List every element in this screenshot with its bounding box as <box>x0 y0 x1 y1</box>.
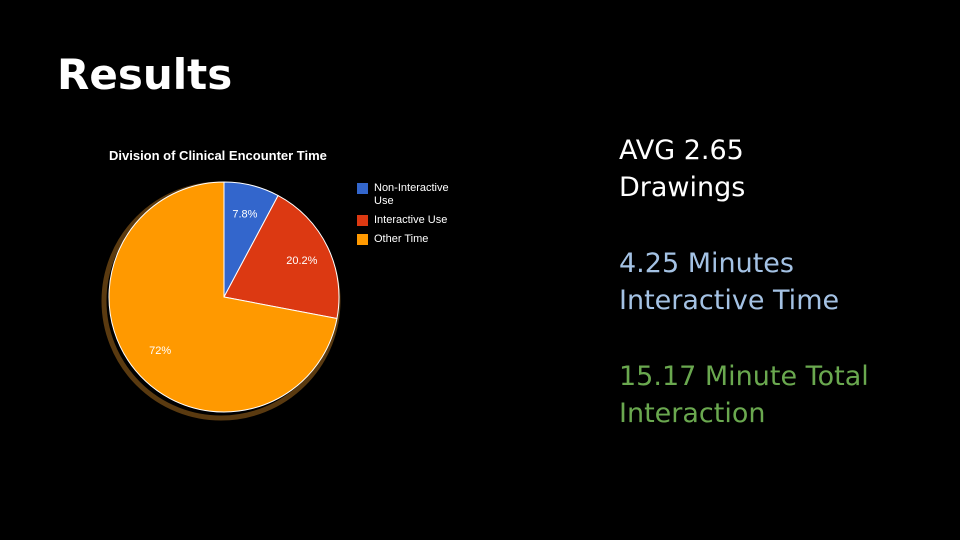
legend-label-interactive-use-line1: Interactive Use <box>374 214 448 226</box>
pie-chart: 7.8% 20.2% 72% Division of Clinical Encoun… <box>90 135 500 435</box>
slide-title: Results <box>57 50 233 99</box>
legend-label-non-interactive-use-line1: Non-Interactive <box>374 182 449 194</box>
legend-swatch-other-time <box>357 234 368 245</box>
stat-drawings: AVG 2.65 Drawings <box>619 132 939 206</box>
legend-swatch-non-interactive-use <box>357 183 368 194</box>
stat-total-interaction-line1: 15.17 Minute Total <box>619 361 869 392</box>
pie-slice-other-time <box>108 181 338 413</box>
pie-slice-interactive-use <box>223 194 340 320</box>
stat-total-interaction: 15.17 Minute Total Interaction <box>619 358 939 432</box>
stat-interactive-time: 4.25 Minutes Interactive Time <box>619 245 939 319</box>
chart-title: Division of Clinical Encounter Time <box>109 148 327 163</box>
pie-label-interactive-use: 20.2% <box>286 255 317 267</box>
pie-label-other-time: 72% <box>149 345 171 357</box>
legend-swatch-interactive-use <box>357 215 368 226</box>
stat-interactive-time-line1: 4.25 Minutes <box>619 248 794 279</box>
chart-legend: Non-Interactive Use Interactive Use Other T… <box>357 182 484 252</box>
legend-item-interactive-use: Interactive Use <box>357 214 484 227</box>
stats-panel: AVG 2.65 Drawings 4.25 Minutes Interacti… <box>619 132 939 471</box>
pie-slices <box>108 181 340 413</box>
pie-chart-svg: 7.8% 20.2% 72% <box>101 181 341 421</box>
pie-label-non-interactive-use: 7.8% <box>232 208 257 220</box>
stat-total-interaction-line2: Interaction <box>619 398 766 429</box>
pie-labels: 7.8% 20.2% 72% <box>149 208 317 356</box>
stat-drawings-line2: Drawings <box>619 172 746 203</box>
stat-interactive-time-line2: Interactive Time <box>619 285 840 316</box>
legend-item-non-interactive-use: Non-Interactive Use <box>357 182 484 208</box>
legend-item-other-time: Other Time <box>357 233 484 246</box>
legend-label-non-interactive-use-line2: Use <box>374 195 394 207</box>
legend-label-other-time-line1: Other Time <box>374 233 429 245</box>
stat-drawings-line1: AVG 2.65 <box>619 135 744 166</box>
